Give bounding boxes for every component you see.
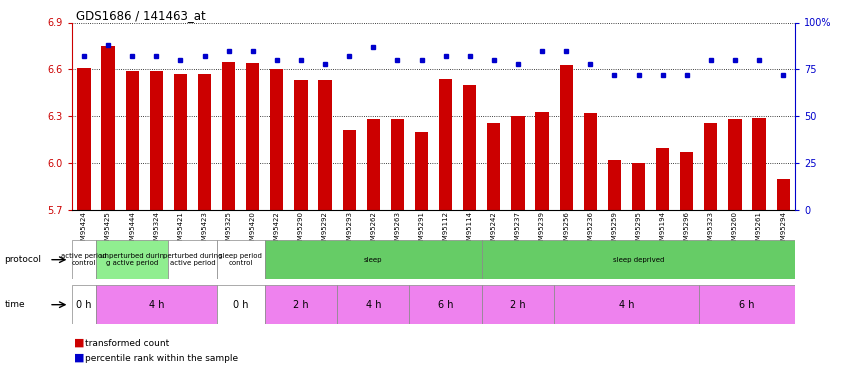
- Bar: [96, 285, 217, 324]
- Text: ■: ■: [74, 338, 85, 348]
- Text: protocol: protocol: [4, 255, 41, 264]
- Bar: [125, 71, 139, 210]
- Bar: [366, 119, 380, 210]
- Bar: [409, 285, 481, 324]
- Bar: [265, 240, 481, 279]
- Bar: [481, 240, 795, 279]
- Bar: [265, 285, 337, 324]
- Bar: [337, 285, 409, 324]
- Bar: [318, 80, 332, 210]
- Text: 0 h: 0 h: [233, 300, 249, 310]
- Bar: [343, 130, 356, 210]
- Bar: [728, 119, 742, 210]
- Bar: [752, 118, 766, 210]
- Bar: [96, 240, 168, 279]
- Bar: [554, 285, 699, 324]
- Text: sleep: sleep: [364, 256, 382, 262]
- Text: sleep deprived: sleep deprived: [613, 256, 664, 262]
- Text: percentile rank within the sample: percentile rank within the sample: [85, 354, 238, 363]
- Bar: [294, 80, 308, 210]
- Text: time: time: [4, 300, 25, 309]
- Bar: [217, 240, 265, 279]
- Bar: [150, 71, 163, 210]
- Bar: [222, 62, 235, 210]
- Text: 6 h: 6 h: [438, 300, 453, 310]
- Bar: [439, 79, 453, 210]
- Bar: [699, 285, 795, 324]
- Bar: [536, 112, 549, 210]
- Text: perturbed during
active period: perturbed during active period: [162, 253, 222, 266]
- Text: 2 h: 2 h: [294, 300, 309, 310]
- Text: 4 h: 4 h: [618, 300, 634, 310]
- Bar: [270, 69, 283, 210]
- Bar: [584, 113, 597, 210]
- Text: active period
control: active period control: [61, 253, 107, 266]
- Text: GDS1686 / 141463_at: GDS1686 / 141463_at: [76, 9, 206, 22]
- Bar: [559, 65, 573, 210]
- Text: 2 h: 2 h: [510, 300, 525, 310]
- Bar: [511, 116, 525, 210]
- Text: 4 h: 4 h: [365, 300, 381, 310]
- Bar: [656, 147, 669, 210]
- Bar: [415, 132, 428, 210]
- Bar: [487, 123, 501, 210]
- Bar: [704, 123, 717, 210]
- Bar: [217, 285, 265, 324]
- Text: 4 h: 4 h: [149, 300, 164, 310]
- Text: 0 h: 0 h: [76, 300, 91, 310]
- Bar: [72, 285, 96, 324]
- Bar: [246, 63, 260, 210]
- Bar: [607, 160, 621, 210]
- Bar: [198, 74, 212, 210]
- Text: transformed count: transformed count: [85, 339, 169, 348]
- Bar: [680, 152, 694, 210]
- Bar: [632, 163, 645, 210]
- Text: sleep period
control: sleep period control: [219, 253, 262, 266]
- Bar: [77, 68, 91, 210]
- Bar: [463, 85, 476, 210]
- Bar: [481, 285, 554, 324]
- Bar: [168, 240, 217, 279]
- Bar: [102, 46, 115, 210]
- Text: 6 h: 6 h: [739, 300, 755, 310]
- Bar: [173, 74, 187, 210]
- Text: unperturbed durin
g active period: unperturbed durin g active period: [100, 253, 164, 266]
- Bar: [391, 119, 404, 210]
- Bar: [72, 240, 96, 279]
- Text: ■: ■: [74, 353, 85, 363]
- Bar: [777, 179, 790, 210]
